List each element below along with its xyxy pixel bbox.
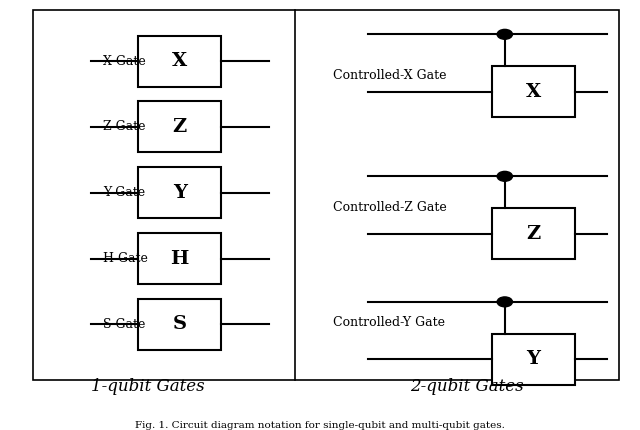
Circle shape — [497, 297, 513, 307]
Text: Controlled-X Gate: Controlled-X Gate — [333, 69, 446, 82]
Circle shape — [497, 172, 513, 181]
Text: Z: Z — [173, 118, 187, 136]
Text: Controlled-Y Gate: Controlled-Y Gate — [333, 316, 445, 329]
Text: H: H — [171, 250, 189, 267]
Text: Y Gate: Y Gate — [103, 186, 145, 199]
Bar — [138, 101, 221, 153]
Text: Z Gate: Z Gate — [103, 120, 146, 133]
Bar — [492, 334, 575, 385]
Text: Y: Y — [173, 184, 187, 202]
Bar — [138, 233, 221, 284]
Text: X: X — [172, 52, 188, 70]
Text: Z: Z — [526, 225, 541, 243]
Text: X Gate: X Gate — [103, 55, 146, 68]
Text: 1-qubit Gates: 1-qubit Gates — [91, 378, 205, 395]
Text: Fig. 1. Circuit diagram notation for single-qubit and multi-qubit gates.: Fig. 1. Circuit diagram notation for sin… — [135, 421, 505, 430]
Text: S Gate: S Gate — [103, 318, 146, 331]
Bar — [492, 66, 575, 117]
Bar — [138, 299, 221, 350]
Text: X: X — [526, 83, 541, 101]
Text: 2-qubit Gates: 2-qubit Gates — [410, 378, 524, 395]
Text: S: S — [173, 316, 187, 334]
Bar — [138, 36, 221, 86]
Bar — [138, 167, 221, 218]
Text: Y: Y — [527, 350, 540, 369]
Circle shape — [497, 29, 513, 39]
Text: Controlled-Z Gate: Controlled-Z Gate — [333, 201, 447, 214]
Text: H Gate: H Gate — [103, 252, 148, 265]
Bar — [492, 209, 575, 259]
